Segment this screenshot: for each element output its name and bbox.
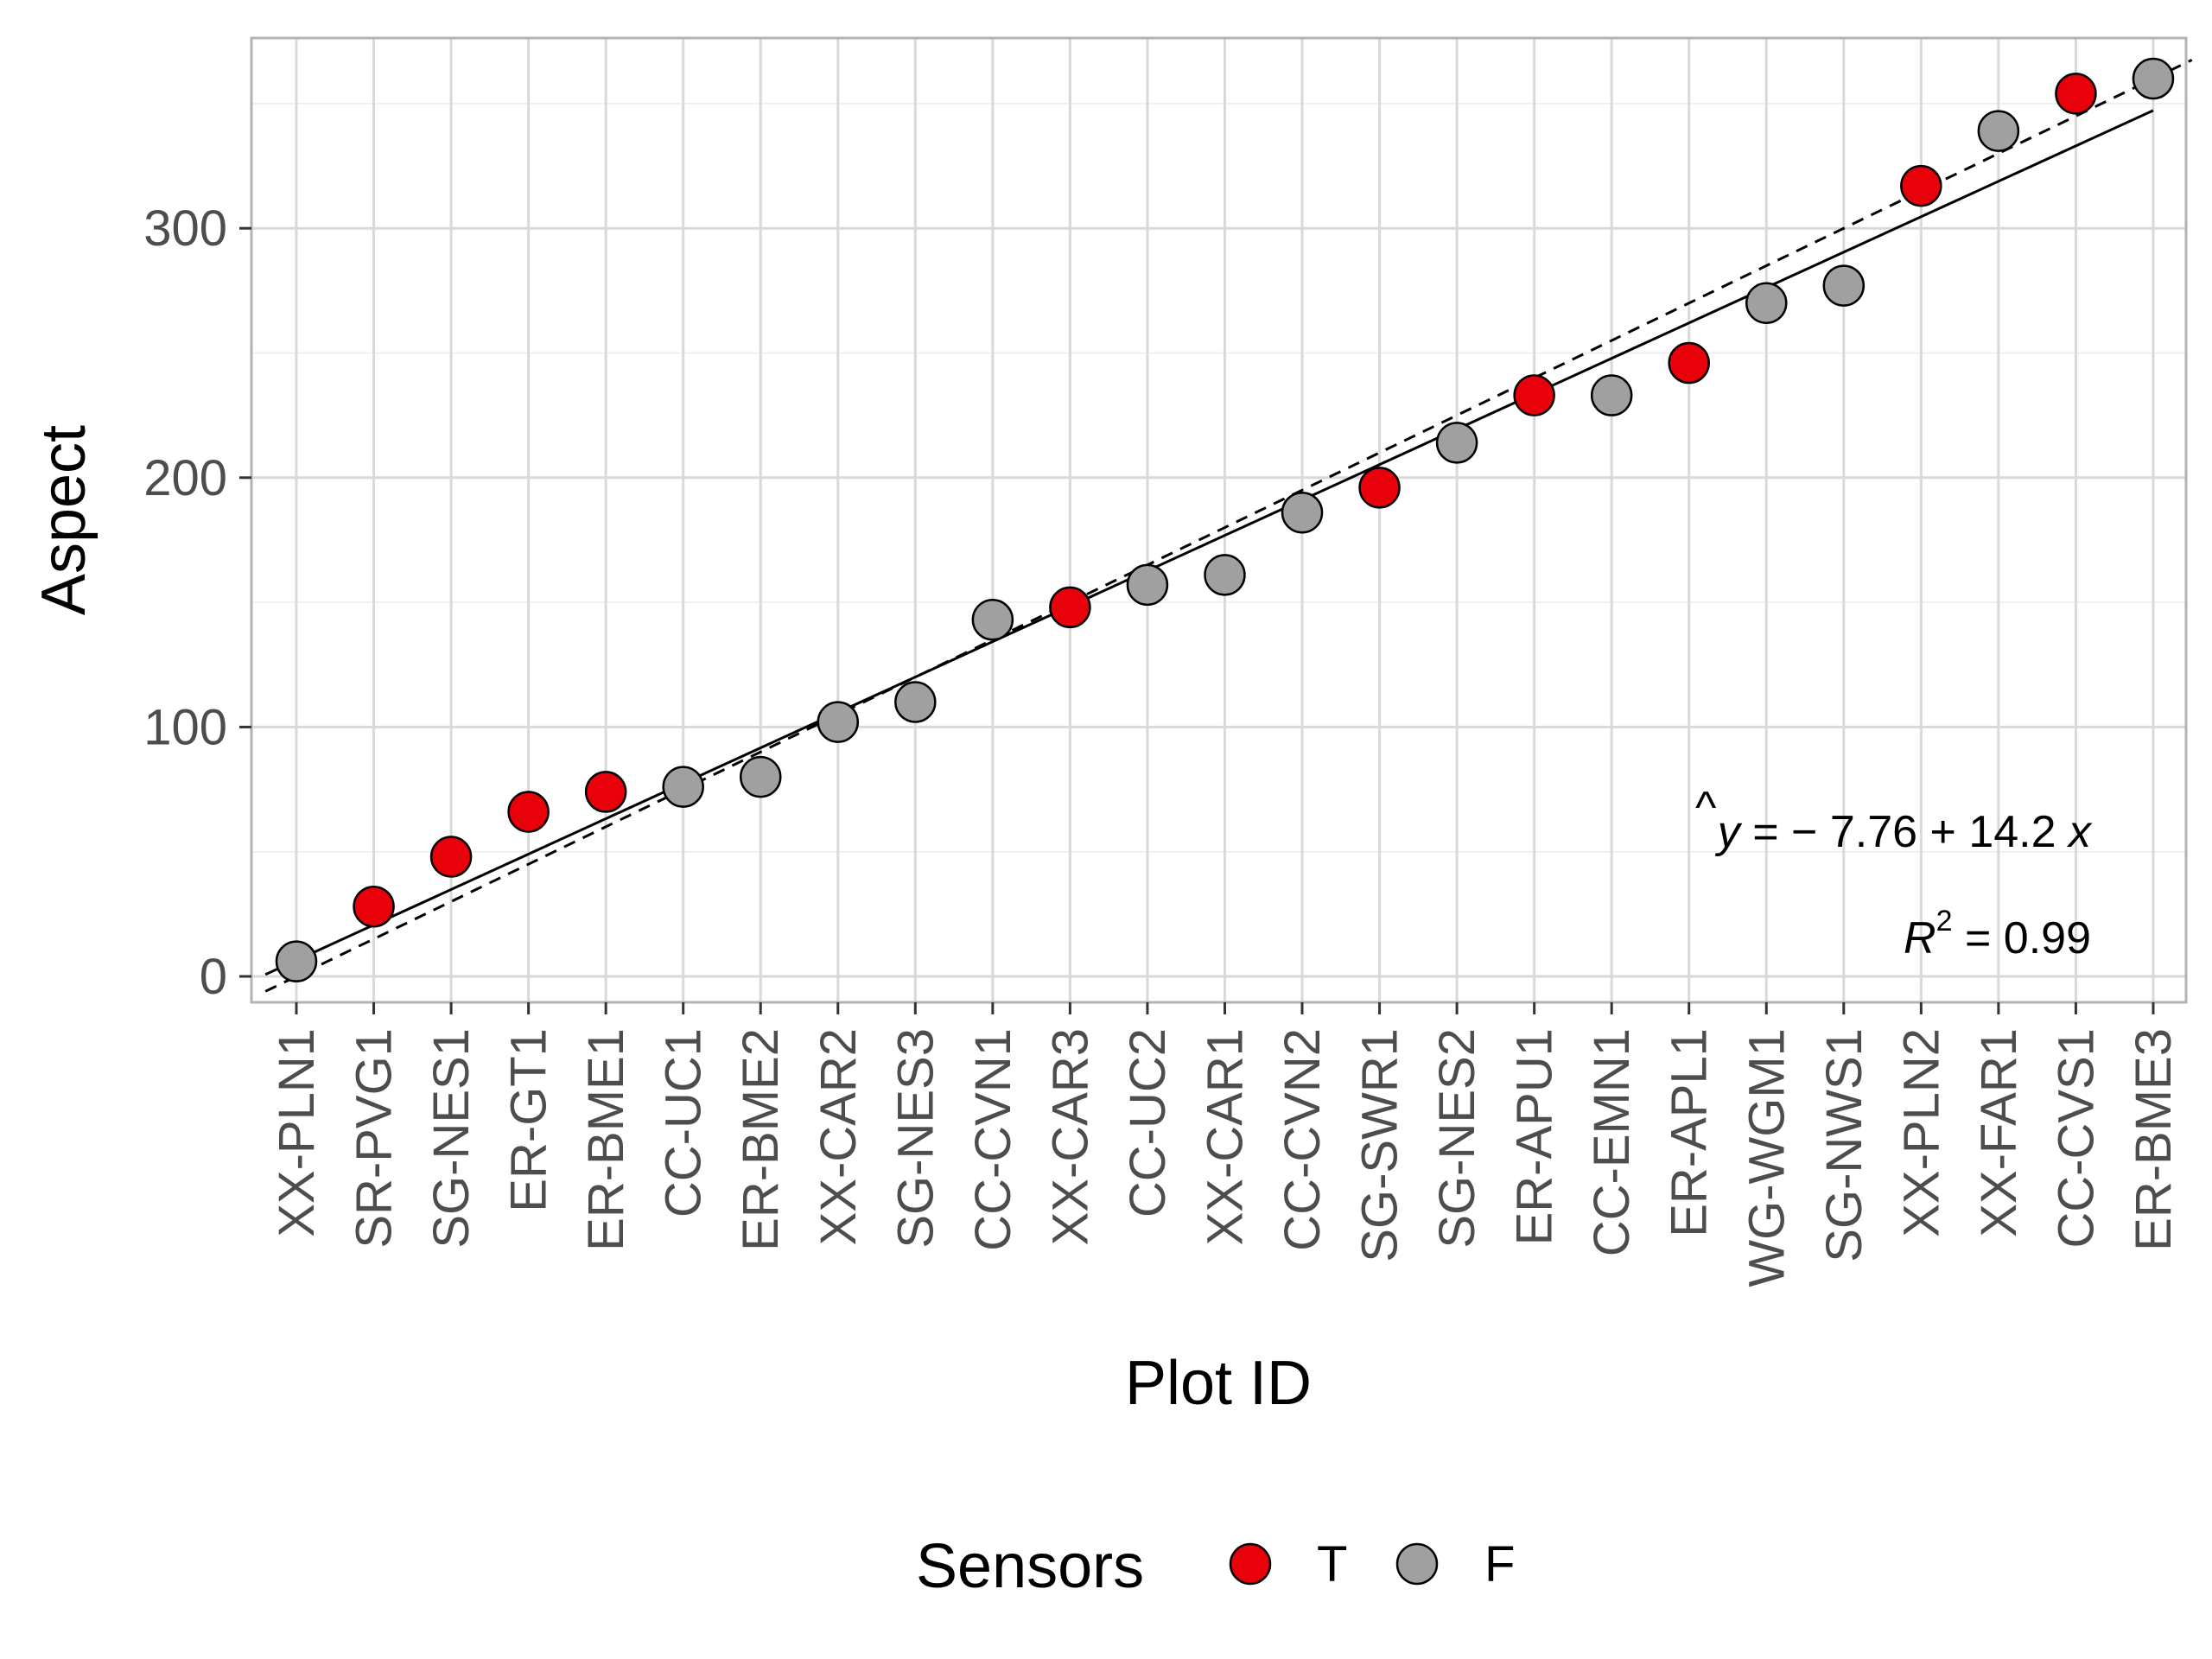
data-point-sr-pvg1 bbox=[353, 885, 395, 928]
x-tick-label: ER-BME1 bbox=[578, 1028, 634, 1251]
x-tick-label: SR-PVG1 bbox=[346, 1028, 403, 1249]
data-point-sg-nes1 bbox=[429, 836, 473, 878]
svg-text:y = − 7.76 + 14.2 x: y = − 7.76 + 14.2 x bbox=[1715, 807, 2093, 857]
data-point-xx-far1 bbox=[1977, 110, 2020, 152]
x-tick-label: CC-UC1 bbox=[656, 1028, 712, 1217]
data-point-sg-nes2 bbox=[1435, 422, 1478, 464]
y-tick-label: 200 bbox=[143, 450, 227, 506]
x-tick-label: SG-SWR1 bbox=[1352, 1028, 1408, 1262]
data-point-xx-car3 bbox=[1049, 586, 1091, 629]
legend-title: Sensors bbox=[916, 1532, 1144, 1601]
data-point-cc-emn1 bbox=[1590, 374, 1633, 416]
x-tick-label: SG-NWS1 bbox=[1816, 1028, 1872, 1262]
x-tick-label: XX-PLN2 bbox=[1893, 1028, 1949, 1237]
data-point-wg-wgm1 bbox=[1745, 282, 1788, 325]
y-tick-label: 0 bbox=[200, 949, 227, 1005]
data-point-er-bme2 bbox=[739, 755, 782, 798]
x-tick-label: XX-CAR1 bbox=[1197, 1028, 1253, 1245]
yhat-caret: ^ bbox=[1695, 783, 1717, 833]
legend-label-t: T bbox=[1317, 1536, 1347, 1592]
data-point-er-apl1 bbox=[1668, 341, 1710, 385]
data-point-cc-cvn1 bbox=[971, 599, 1014, 641]
data-point-er-apu1 bbox=[1513, 374, 1555, 416]
x-tick-label: CC-CVS1 bbox=[2048, 1028, 2104, 1249]
regression-lines bbox=[264, 59, 2193, 993]
data-point-cc-uc1 bbox=[662, 766, 704, 808]
legend: Sensors T F bbox=[916, 1532, 1515, 1601]
y-tick-label: 300 bbox=[143, 200, 227, 257]
data-point-er-bme3 bbox=[2132, 57, 2175, 100]
y-axis-ticks: 0 100 200 300 bbox=[143, 200, 251, 1005]
x-axis-title: Plot ID bbox=[1125, 1349, 1312, 1418]
data-point-xx-car2 bbox=[817, 701, 860, 743]
x-tick-label: XX-FAR1 bbox=[1971, 1028, 2027, 1237]
data-point-cc-uc2 bbox=[1126, 563, 1169, 607]
data-point-xx-car1 bbox=[1204, 554, 1246, 596]
regression-equation: y = − 7.76 + 14.2 x ^ bbox=[1695, 783, 2093, 857]
x-tick-label: ER-APU1 bbox=[1507, 1028, 1563, 1245]
x-tick-label: CC-CVN1 bbox=[965, 1028, 1021, 1251]
data-point-er-bme1 bbox=[584, 771, 627, 813]
data-point-sg-nws1 bbox=[1822, 264, 1866, 307]
x-tick-label: CC-UC2 bbox=[1120, 1028, 1176, 1217]
legend-key-t bbox=[1229, 1542, 1272, 1586]
x-tick-label: CC-CVN2 bbox=[1274, 1028, 1331, 1251]
data-point-er-gt1 bbox=[507, 791, 550, 833]
fit-line-solid bbox=[264, 109, 2154, 976]
legend-key-f bbox=[1395, 1542, 1439, 1586]
x-tick-label: ER-APL1 bbox=[1662, 1028, 1718, 1237]
y-tick-label: 100 bbox=[143, 699, 227, 755]
x-tick-label: SG-NES3 bbox=[887, 1028, 944, 1249]
legend-label-f: F bbox=[1484, 1536, 1515, 1592]
data-point-xx-pln1 bbox=[275, 940, 318, 982]
r-squared: R2 = 0.99 bbox=[1904, 905, 2091, 963]
x-tick-label: WG-WGM1 bbox=[1738, 1028, 1795, 1287]
data-point-cc-cvs1 bbox=[2055, 73, 2097, 115]
x-tick-label: XX-CAR3 bbox=[1042, 1028, 1098, 1245]
x-tick-label: XX-PLN1 bbox=[269, 1028, 325, 1237]
x-tick-label: ER-BME2 bbox=[733, 1028, 789, 1251]
plot-panel-border bbox=[250, 36, 2188, 1004]
data-point-xx-pln2 bbox=[1900, 164, 1942, 207]
y-axis-title: Aspect bbox=[29, 425, 99, 615]
data-point-cc-cvn2 bbox=[1281, 491, 1324, 534]
x-tick-label: SG-NES2 bbox=[1429, 1028, 1485, 1249]
data-point-sg-nes3 bbox=[894, 681, 937, 723]
x-tick-label: ER-GT1 bbox=[501, 1028, 557, 1212]
svg-text:R2 = 0.99: R2 = 0.99 bbox=[1904, 905, 2091, 963]
x-tick-label: XX-CAR2 bbox=[810, 1028, 867, 1245]
x-tick-label: CC-EMN1 bbox=[1584, 1028, 1640, 1256]
data-point-sg-swr1 bbox=[1358, 467, 1401, 509]
x-axis-ticks: XX-PLN1 SR-PVG1 SG-NES1 ER-GT1 ER-BME1 CC-UC1… bbox=[269, 1002, 2182, 1287]
x-tick-label: SG-NES1 bbox=[423, 1028, 480, 1249]
grid bbox=[251, 38, 2186, 1002]
reference-line-dashed bbox=[264, 59, 2193, 993]
x-tick-label: ER-BME3 bbox=[2126, 1028, 2182, 1251]
data-points bbox=[275, 57, 2175, 982]
